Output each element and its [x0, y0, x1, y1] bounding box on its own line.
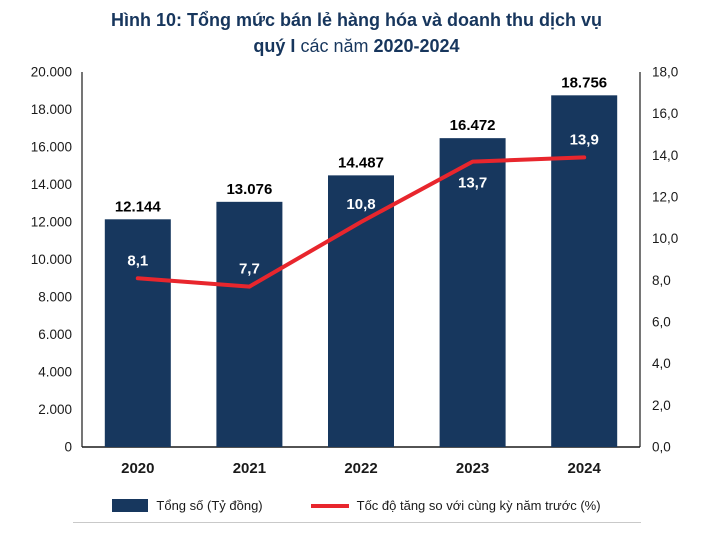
right-axis-tick-label: 0,0	[652, 440, 671, 455]
chart-legend: Tổng số (Tỷ đồng) Tốc độ tăng so với cùn…	[0, 498, 713, 513]
bar-value-label: 12.144	[115, 198, 162, 215]
right-axis-tick-label: 6,0	[652, 315, 671, 330]
chart-title-line2: quý I các năm 2020-2024	[0, 33, 713, 59]
bar-2020	[104, 219, 171, 448]
chart-title-line1: Hình 10: Tổng mức bán lẻ hàng hóa và doa…	[0, 7, 713, 33]
left-axis-tick-label: 16.000	[31, 140, 72, 155]
legend-item-line: Tốc độ tăng so với cùng kỳ năm trước (%)	[310, 498, 601, 514]
bottom-divider	[72, 522, 641, 524]
left-axis-tick-label: 4.000	[38, 365, 72, 380]
category-label-2023: 2023	[456, 460, 489, 477]
left-axis-tick-label: 12.000	[31, 215, 72, 230]
left-axis-tick-label: 14.000	[31, 177, 72, 192]
line-value-label: 8,1	[127, 252, 148, 269]
bar-series-swatch	[112, 499, 149, 513]
left-axis-tick-label: 2.000	[38, 402, 72, 417]
bar-value-label: 14.487	[338, 155, 384, 172]
legend-item-bar: Tổng số (Tỷ đồng)	[112, 498, 263, 514]
line-value-label: 7,7	[239, 261, 260, 278]
bar-2024	[551, 95, 618, 448]
chart-title-line1-text: Hình 10: Tổng mức bán lẻ hàng hóa và doa…	[110, 10, 603, 30]
bar-value-label: 13.076	[226, 181, 272, 198]
right-axis-tick-label: 2,0	[652, 398, 671, 413]
line-series-swatch	[310, 503, 349, 508]
left-axis-tick-label: 18.000	[31, 102, 72, 117]
bar-value-label: 16.472	[450, 117, 496, 134]
right-axis-tick-label: 14,0	[652, 148, 678, 163]
chart-title-line2-bold1: quý I	[253, 36, 296, 57]
line-value-label: 10,8	[346, 196, 375, 213]
right-axis-tick-label: 16,0	[652, 106, 678, 121]
category-label-2022: 2022	[344, 460, 377, 477]
left-axis-tick-label: 0	[64, 440, 72, 455]
bar-2022	[328, 175, 394, 448]
line-value-label: 13,9	[570, 132, 599, 149]
left-axis-tick-label: 10.000	[31, 252, 72, 267]
left-axis-tick-label: 20.000	[31, 65, 72, 80]
right-axis-tick-label: 4,0	[652, 356, 671, 371]
right-axis-tick-label: 8,0	[652, 273, 671, 288]
legend-label-bar: Tổng số (Tỷ đồng)	[156, 498, 263, 514]
bar-2021	[216, 202, 283, 448]
chart-svg: 0 2.000 4.000 6.000 8.000 10.000 12.000 14.000 1…	[31, 65, 679, 478]
category-label-2020: 2020	[121, 460, 154, 477]
chart-title-line2-bold2: 2020-2024	[373, 36, 460, 57]
chart-title: Hình 10: Tổng mức bán lẻ hàng hóa và doa…	[0, 0, 713, 59]
right-axis-tick-label: 10,0	[652, 231, 678, 246]
legend-label-line: Tốc độ tăng so với cùng kỳ năm trước (%)	[356, 498, 601, 514]
chart-title-line2-regular: các năm	[295, 36, 374, 57]
bar-value-label: 18.756	[561, 75, 607, 92]
right-axis-tick-label: 18,0	[652, 65, 678, 80]
left-axis-tick-label: 6.000	[38, 327, 72, 342]
left-axis-tick-label: 8.000	[38, 290, 72, 305]
bar-2023	[439, 138, 506, 448]
category-label-2021: 2021	[233, 460, 266, 477]
line-value-label: 13,7	[458, 175, 487, 192]
category-label-2024: 2024	[568, 460, 602, 477]
right-axis-tick-label: 12,0	[652, 190, 678, 205]
growth-rate-line	[135, 155, 587, 289]
